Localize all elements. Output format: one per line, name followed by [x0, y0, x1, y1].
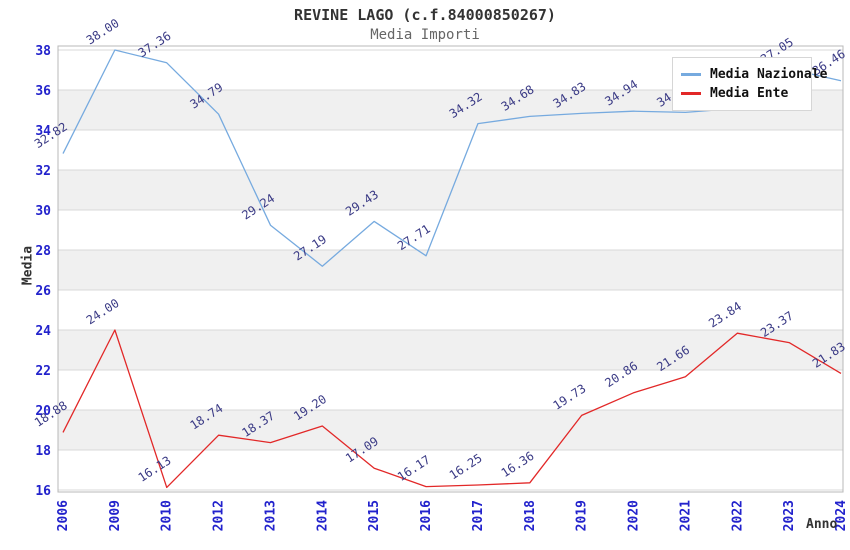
- y-tick-label: 16: [35, 484, 51, 499]
- y-axis-title: Media: [20, 245, 36, 286]
- legend-item-media-ente: Media Ente: [681, 84, 803, 103]
- chart-subtitle: Media Importi: [370, 27, 480, 43]
- x-tick-label: 2017: [471, 500, 486, 531]
- legend: Media Nazionale Media Ente: [672, 57, 827, 111]
- x-tick-label: 2014: [315, 500, 330, 531]
- y-tick-label: 30: [35, 204, 51, 219]
- x-tick-label: 2020: [627, 500, 642, 531]
- y-tick-label: 24: [35, 324, 51, 339]
- x-tick-label: 2006: [56, 500, 71, 531]
- x-tick-label: 2019: [575, 500, 590, 531]
- legend-label: Media Ente: [710, 86, 789, 101]
- y-tick-label: 18: [35, 444, 51, 459]
- y-tick-label: 26: [35, 284, 51, 299]
- chart-title: REVINE LAGO (c.f.84000850267): [294, 6, 556, 24]
- data-point-label: 38.00: [84, 16, 122, 47]
- x-tick-label: 2018: [523, 500, 538, 531]
- y-tick-label: 36: [35, 84, 51, 99]
- x-tick-label: 2015: [367, 500, 382, 531]
- blue-line-swatch-icon: [681, 73, 701, 76]
- x-tick-label: 2021: [678, 500, 693, 531]
- series-line: [62, 329, 842, 489]
- x-tick-label: 2013: [263, 500, 278, 531]
- x-tick-label: 2010: [160, 500, 175, 531]
- y-tick-label: 32: [35, 164, 51, 179]
- x-tick-label: 2016: [419, 500, 434, 531]
- y-tick-label: 22: [35, 364, 51, 379]
- legend-label: Media Nazionale: [710, 67, 828, 82]
- x-tick-label: 2009: [108, 500, 123, 531]
- x-tick-label: 2012: [212, 500, 227, 531]
- y-tick-label: 28: [35, 244, 51, 259]
- x-tick-label: 2022: [730, 500, 745, 531]
- x-axis-title: Anno: [806, 517, 838, 532]
- x-tick-label: 2024: [834, 500, 849, 531]
- red-line-swatch-icon: [681, 92, 701, 95]
- y-tick-label: 38: [35, 44, 51, 59]
- x-tick-label: 2023: [782, 500, 797, 531]
- legend-item-media-nazionale: Media Nazionale: [681, 65, 827, 84]
- y-tick-label: 34: [35, 124, 51, 139]
- y-tick-label: 20: [35, 404, 51, 419]
